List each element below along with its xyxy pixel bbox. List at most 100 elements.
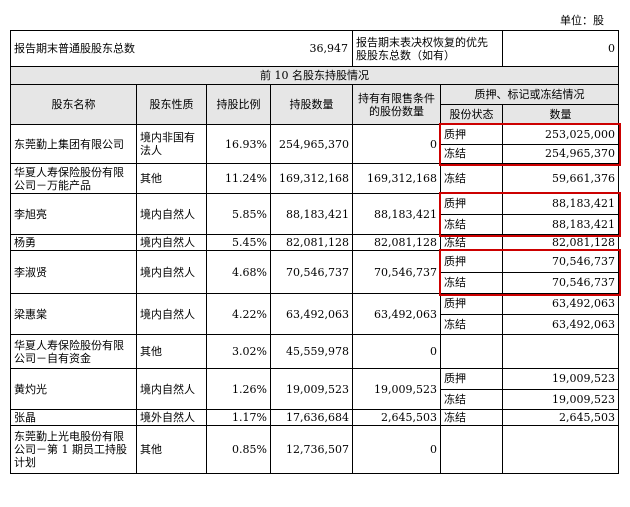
pledge-line-1: 82,081,128 <box>552 236 615 249</box>
nature-line-1: 境内自然人 <box>140 265 195 279</box>
nature-line-1: 境内自然人 <box>140 207 195 221</box>
cell-name: 梁惠棠 <box>10 293 137 335</box>
cell-nature: 境内自然人 <box>136 250 207 294</box>
cell-pledge-status: 冻结 <box>440 409 503 426</box>
name-line-1: 李旭亮 <box>14 207 47 221</box>
name-line-1: 东莞勤上光电股份有限 <box>14 430 124 443</box>
cell-nature: 其他 <box>136 334 207 369</box>
shareholder-table: 报告期末普通股股东总数 36,947 报告期末表决权恢复的优先 股股东总数（如有… <box>10 30 619 474</box>
pledge-line-1: 冻结 <box>444 172 466 185</box>
header-restricted-l2: 的股份数量 <box>369 104 424 118</box>
cell-restricted: 0 <box>352 334 441 369</box>
name-line-2: 公司－万能产品 <box>14 178 91 192</box>
cell-pledge-qty: 82,081,128 <box>502 234 619 251</box>
pledge-line-1: 质押 <box>441 370 502 390</box>
cell-ratio: 5.45% <box>206 234 271 251</box>
preferred-holders-label-l1: 报告期末表决权恢复的优先 <box>356 35 488 49</box>
nature-line-1: 境内非国有 <box>140 131 195 144</box>
cell-name: 华夏人寿保险股份有限 公司－万能产品 <box>10 163 137 194</box>
table-row: 李淑贤 境内自然人 4.68% 70,546,737 70,546,737 质押 冻结 70,… <box>10 250 619 294</box>
name-line-3: 计划 <box>14 456 36 469</box>
cell-nature: 境内自然人 <box>136 293 207 335</box>
pledge-line-1: 19,009,523 <box>503 370 618 390</box>
table-row: 张晶 境外自然人 1.17% 17,636,684 2,645,503 冻结 2,645,5… <box>10 409 619 426</box>
cell-pledge-qty: 2,645,503 <box>502 409 619 426</box>
pledge-line-1: 70,546,737 <box>503 252 618 273</box>
cell-restricted: 19,009,523 <box>352 368 441 410</box>
common-holders-value: 36,947 <box>309 42 349 55</box>
cell-name: 东莞勤上光电股份有限 公司－第 1 期员工持股 计划 <box>10 425 137 474</box>
table-row: 杨勇 境内自然人 5.45% 82,081,128 82,081,128 冻结 82,081… <box>10 234 619 251</box>
cell-shares: 70,546,737 <box>270 250 353 294</box>
cell-shares: 63,492,063 <box>270 293 353 335</box>
nature-line-1: 境内自然人 <box>140 307 195 321</box>
cell-shares: 12,736,507 <box>270 425 353 474</box>
header-restricted: 持有有限售条件 的股份数量 <box>352 84 441 125</box>
summary-common-holders: 报告期末普通股股东总数 36,947 <box>10 30 353 67</box>
cell-ratio: 11.24% <box>206 163 271 194</box>
cell-ratio: 5.85% <box>206 193 271 235</box>
nature-line-1: 境内自然人 <box>140 236 195 249</box>
cell-pledge-status: 质押 冻结 <box>440 368 503 410</box>
cell-shares: 254,965,370 <box>270 124 353 164</box>
table-row: 梁惠棠 境内自然人 4.22% 63,492,063 63,492,063 质押 冻结 63,… <box>10 293 619 335</box>
pledge-line-1: 63,492,063 <box>503 295 618 315</box>
header-nature: 股东性质 <box>136 84 207 125</box>
cell-restricted: 82,081,128 <box>352 234 441 251</box>
name-line-1: 黄灼光 <box>14 382 47 396</box>
pledge-line-2: 冻结 <box>444 218 466 231</box>
name-line-1: 杨勇 <box>14 236 36 249</box>
cell-name: 华夏人寿保险股份有限 公司－自有资金 <box>10 334 137 369</box>
cell-pledge-status: 质押 冻结 <box>440 250 503 294</box>
pledge-line-1: 冻结 <box>444 411 466 424</box>
cell-nature: 境内自然人 <box>136 193 207 235</box>
table-row: 东莞勤上光电股份有限 公司－第 1 期员工持股 计划 其他 0.85% 12,736,50… <box>10 425 619 474</box>
name-line-1: 华夏人寿保险股份有限 <box>14 338 124 352</box>
pledge-line-2: 88,183,421 <box>552 218 615 231</box>
cell-restricted: 63,492,063 <box>352 293 441 335</box>
unit-label: 单位：股 <box>560 14 604 27</box>
header-name: 股东名称 <box>10 84 137 125</box>
nature-line-2: 法人 <box>140 144 162 157</box>
cell-nature: 其他 <box>136 163 207 194</box>
cell-ratio: 0.85% <box>206 425 271 474</box>
section-title: 前 10 名股东持股情况 <box>10 66 619 85</box>
name-line-1: 张晶 <box>14 411 36 424</box>
table-row: 东莞勤上集团有限公司 境内非国有 法人 16.93% 254,965,370 0 质押 冻结 2… <box>10 124 619 164</box>
cell-pledge-status: 冻结 <box>440 234 503 251</box>
pledge-line-1: 冻结 <box>444 236 466 249</box>
header-pledge-qty: 数量 <box>502 104 619 125</box>
name-line-1: 东莞勤上集团有限公司 <box>14 137 124 151</box>
cell-pledge-status: 质押 冻结 <box>440 124 503 164</box>
cell-pledge-qty: 253,025,000 254,965,370 <box>502 124 619 164</box>
cell-pledge-qty: 88,183,421 88,183,421 <box>502 193 619 235</box>
name-line-1: 华夏人寿保险股份有限 <box>14 165 124 179</box>
cell-name: 李旭亮 <box>10 193 137 235</box>
cell-pledge-status <box>440 334 503 369</box>
cell-restricted: 88,183,421 <box>352 193 441 235</box>
cell-pledge-qty <box>502 425 619 474</box>
cell-restricted: 0 <box>352 425 441 474</box>
pledge-line-1: 59,661,376 <box>552 172 615 185</box>
pledge-line-2: 70,546,737 <box>552 276 615 289</box>
cell-restricted: 169,312,168 <box>352 163 441 194</box>
nature-line-1: 其他 <box>140 345 162 358</box>
cell-shares: 88,183,421 <box>270 193 353 235</box>
cell-restricted: 2,645,503 <box>352 409 441 426</box>
nature-line-1: 其他 <box>140 443 162 456</box>
cell-nature: 境内自然人 <box>136 234 207 251</box>
cell-ratio: 4.68% <box>206 250 271 294</box>
cell-nature: 境内非国有 法人 <box>136 124 207 164</box>
cell-pledge-qty <box>502 334 619 369</box>
pledge-line-1: 88,183,421 <box>503 195 618 215</box>
cell-pledge-qty: 63,492,063 63,492,063 <box>502 293 619 335</box>
cell-pledge-status <box>440 425 503 474</box>
pledge-line-1: 质押 <box>441 126 502 145</box>
name-line-1: 李淑贤 <box>14 265 47 279</box>
cell-shares: 169,312,168 <box>270 163 353 194</box>
name-line-2: 公司－第 1 期员工持股 <box>14 443 127 456</box>
pledge-line-2: 63,492,063 <box>552 318 615 331</box>
cell-pledge-status: 质押 冻结 <box>440 193 503 235</box>
pledge-line-2: 254,965,370 <box>545 147 615 160</box>
cell-pledge-status: 质押 冻结 <box>440 293 503 335</box>
